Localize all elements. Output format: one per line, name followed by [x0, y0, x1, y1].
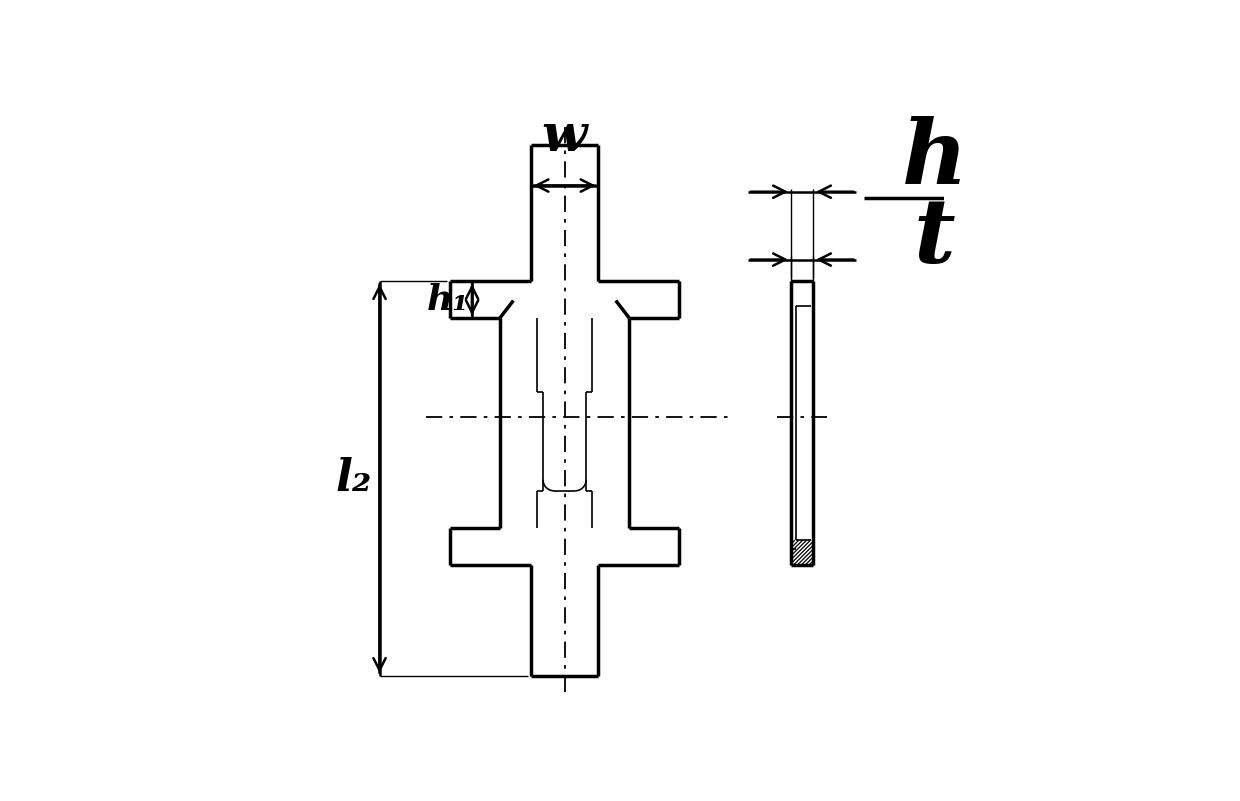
Text: l₂: l₂ — [336, 457, 372, 500]
Text: h: h — [901, 115, 967, 201]
Text: w: w — [542, 111, 588, 162]
Text: h₁: h₁ — [427, 283, 469, 316]
Text: t: t — [914, 195, 956, 281]
